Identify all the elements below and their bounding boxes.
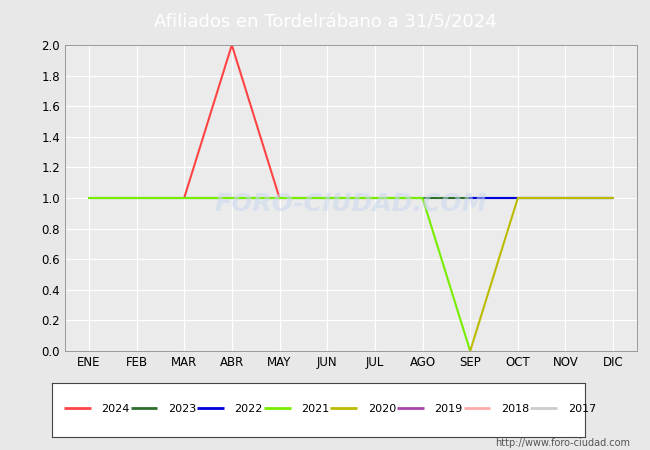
Text: 2020: 2020 bbox=[368, 405, 396, 414]
Text: FORO-CIUDAD.COM: FORO-CIUDAD.COM bbox=[214, 192, 488, 216]
Text: 2024: 2024 bbox=[101, 405, 130, 414]
Text: 2019: 2019 bbox=[434, 405, 463, 414]
Text: 2017: 2017 bbox=[567, 405, 596, 414]
Text: http://www.foro-ciudad.com: http://www.foro-ciudad.com bbox=[495, 438, 630, 448]
Text: 2022: 2022 bbox=[235, 405, 263, 414]
Text: 2021: 2021 bbox=[301, 405, 330, 414]
Text: Afiliados en Tordelrábano a 31/5/2024: Afiliados en Tordelrábano a 31/5/2024 bbox=[153, 14, 497, 32]
Text: 2023: 2023 bbox=[168, 405, 196, 414]
Text: 2018: 2018 bbox=[501, 405, 529, 414]
